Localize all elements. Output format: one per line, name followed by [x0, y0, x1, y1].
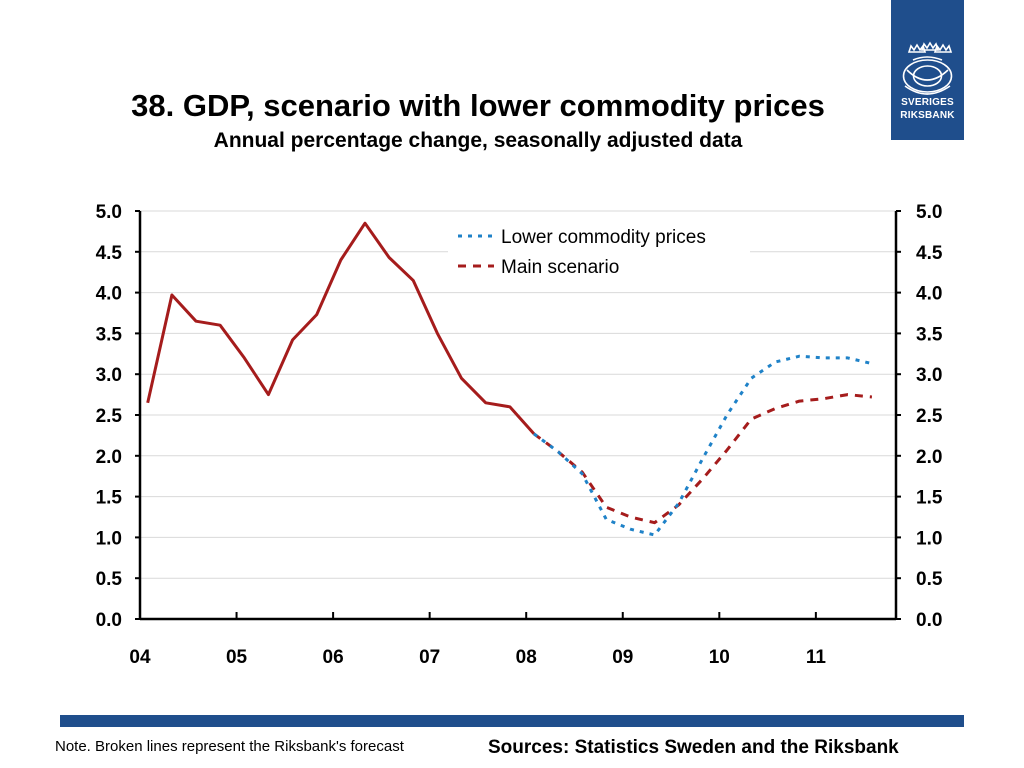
y-tick-label-left: 1.5	[96, 488, 123, 509]
y-tick-label-left: 3.0	[96, 365, 122, 386]
y-tick-label-right: 3.5	[916, 324, 943, 345]
x-tick-label: 05	[226, 647, 248, 668]
y-tick-label-right: 1.0	[916, 528, 942, 549]
y-tick-label-left: 2.0	[96, 447, 122, 468]
x-tick-label: 06	[323, 647, 344, 668]
chart-title: 38. GDP, scenario with lower commodity p…	[131, 88, 825, 123]
y-tick-label-left: 2.5	[96, 406, 123, 427]
grid-layer	[140, 210, 896, 579]
footer-note: Note. Broken lines represent the Riksban…	[55, 738, 404, 755]
footer-divider-bar	[60, 715, 964, 727]
y-tick-label-left: 0.5	[96, 569, 123, 590]
series-main-scenario-line	[533, 393, 873, 525]
legend-label-main-scenario: Main scenario	[501, 257, 619, 278]
gdp-line-chart: 5.0 5.0 4.5 4.5 4.0 4.0 3.5 3.5 3.0 3.0 2.5 2.5 2.0 2…	[96, 202, 943, 668]
x-tick-label: 10	[709, 647, 730, 668]
y-tick-label-right: 1.5	[916, 488, 943, 509]
y-tick-label-left: 4.5	[96, 243, 123, 264]
crown-emblem-icon	[902, 41, 953, 95]
x-tick-label: 07	[419, 647, 440, 668]
legend-label-lower-commodity: Lower commodity prices	[501, 227, 706, 248]
logo-line2: RIKSBANK	[900, 110, 955, 121]
logo-line1: SVERIGES	[901, 97, 954, 108]
y-tick-label-right: 5.0	[916, 202, 942, 223]
series-layer	[146, 221, 873, 537]
y-tick-label-left: 0.0	[96, 610, 122, 631]
y-tick-label-right: 4.5	[916, 243, 943, 264]
y-tick-label-right: 2.5	[916, 406, 943, 427]
y-tick-label-left: 3.5	[96, 324, 123, 345]
x-tick-label: 09	[612, 647, 633, 668]
x-tick-label: 11	[806, 647, 827, 668]
y-tick-label-right: 2.0	[916, 447, 942, 468]
series-outcome-line	[146, 221, 536, 435]
riksbank-logo: SVERIGES RIKSBANK	[891, 0, 964, 140]
chart-subtitle: Annual percentage change, seasonally adj…	[213, 129, 743, 152]
series-lower-commodity-line	[533, 354, 873, 537]
y-tick-label-right: 4.0	[916, 284, 942, 305]
y-tick-label-right: 3.0	[916, 365, 942, 386]
legend-background	[448, 222, 750, 286]
x-tick-label: 04	[129, 647, 151, 668]
footer-sources: Sources: Statistics Sweden and the Riksb…	[488, 737, 899, 758]
axis-layer: 5.0 5.0 4.5 4.5 4.0 4.0 3.5 3.5 3.0 3.0 2.5 2.5 2.0 2…	[96, 202, 943, 668]
y-tick-label-left: 1.0	[96, 528, 122, 549]
x-tick-label: 08	[516, 647, 537, 668]
legend: Lower commodity prices Main scenario	[448, 222, 750, 286]
y-tick-label-left: 4.0	[96, 284, 122, 305]
y-tick-label-left: 5.0	[96, 202, 122, 223]
y-tick-label-right: 0.5	[916, 569, 943, 590]
y-tick-label-right: 0.0	[916, 610, 942, 631]
